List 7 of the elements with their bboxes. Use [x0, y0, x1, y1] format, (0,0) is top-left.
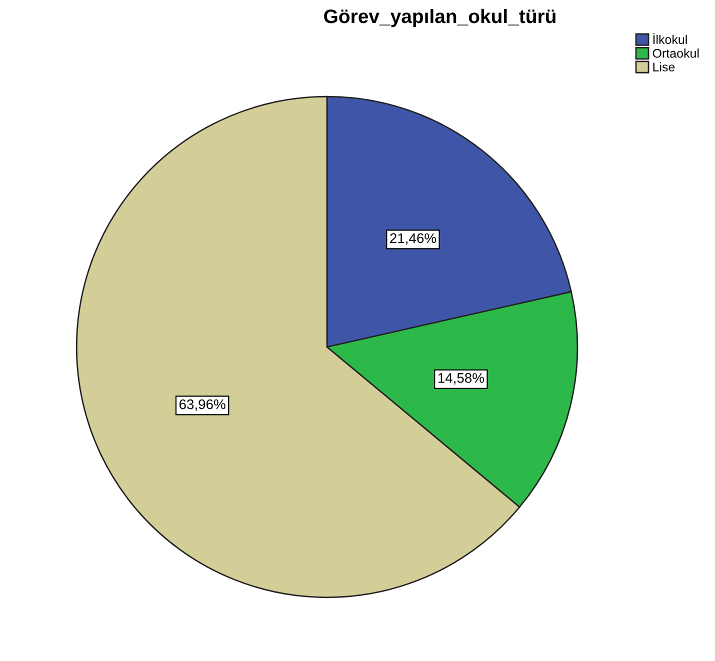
legend-label: İlkokul [653, 33, 687, 44]
data-label: 21,46% [390, 233, 436, 245]
legend-label: Lise [653, 62, 675, 72]
data-label: 63,96% [179, 399, 226, 411]
legend-label: Ortaokul [652, 48, 699, 58]
chart-title: Görev_yapılan_okul_türü [324, 8, 556, 28]
data-label: 14,58% [438, 373, 484, 385]
